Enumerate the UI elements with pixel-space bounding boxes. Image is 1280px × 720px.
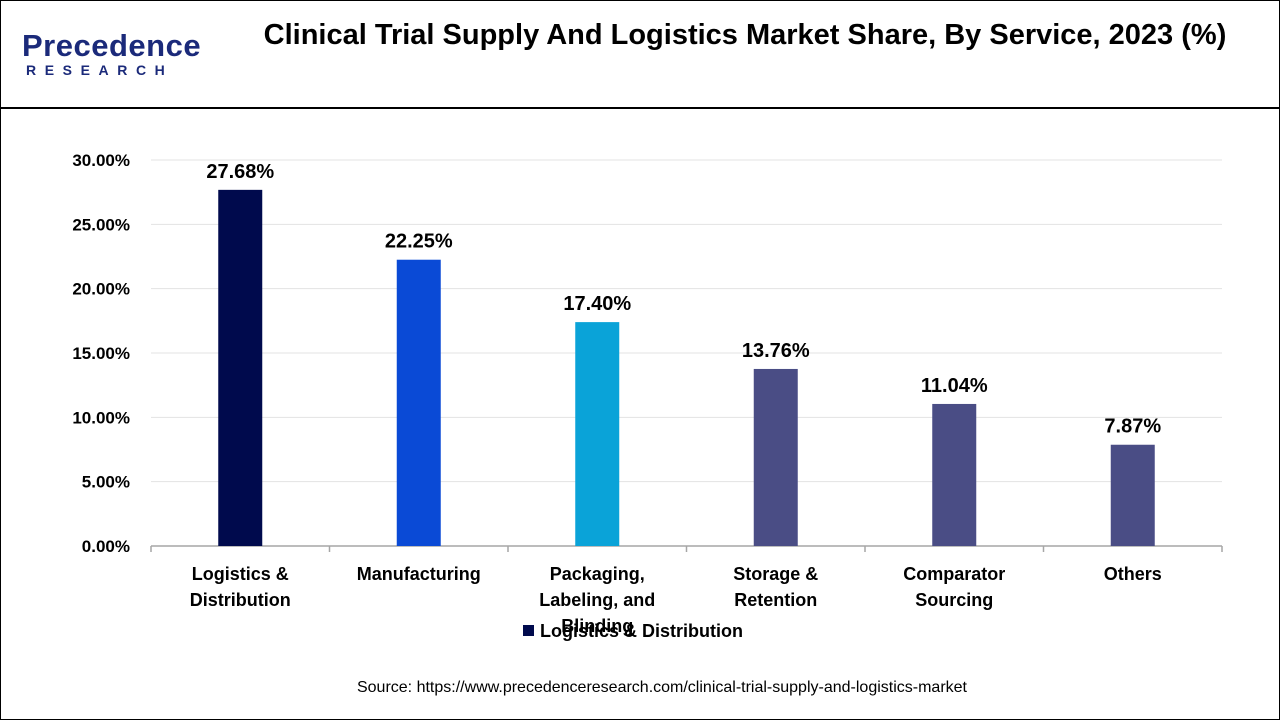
x-tick-label: Retention <box>734 590 817 610</box>
x-tick-label: Logistics & <box>192 564 289 584</box>
x-tick-label: Comparator <box>903 564 1005 584</box>
data-label: 11.04% <box>921 375 988 397</box>
y-tick-label: 5.00% <box>82 473 130 492</box>
y-tick-label: 10.00% <box>72 408 130 427</box>
bar <box>575 322 620 546</box>
legend-label: Logistics & Distribution <box>540 621 743 641</box>
x-tick-label: Others <box>1104 564 1162 584</box>
bar <box>753 368 798 546</box>
logo-subtitle: RESEARCH <box>26 62 174 78</box>
chart-title: Clinical Trial Supply And Logistics Mark… <box>263 19 1227 51</box>
x-tick-label: Distribution <box>190 590 291 610</box>
data-label: 27.68% <box>206 161 274 183</box>
bar <box>218 189 263 547</box>
data-label: 17.40% <box>563 293 631 315</box>
bar <box>1110 444 1155 546</box>
y-tick-label: 0.00% <box>82 537 130 556</box>
x-tick-label: Blinding <box>561 616 633 636</box>
x-tick-label: Packaging, <box>550 564 645 584</box>
y-tick-label: 25.00% <box>72 215 130 234</box>
bar <box>396 259 441 546</box>
y-tick-label: 30.00% <box>72 151 130 170</box>
x-tick-label: Manufacturing <box>357 564 481 584</box>
data-label: 7.87% <box>1104 416 1161 438</box>
logo-wordmark: Precedence <box>22 28 202 63</box>
data-label: 22.25% <box>385 231 453 253</box>
data-label: 13.76% <box>742 340 810 362</box>
header: Precedence RESEARCH Clinical Trial Suppl… <box>0 0 1280 109</box>
precedence-research-logo: Precedence RESEARCH <box>22 28 222 88</box>
y-tick-label: 15.00% <box>72 344 130 363</box>
source-note: Source: https://www.precedenceresearch.c… <box>356 679 967 696</box>
y-tick-label: 20.00% <box>72 280 130 299</box>
bar <box>932 403 977 546</box>
x-tick-label: Sourcing <box>915 590 993 610</box>
x-tick-label: Storage & <box>733 564 818 584</box>
legend-swatch <box>523 625 534 636</box>
x-tick-label: Labeling, and <box>539 590 655 610</box>
